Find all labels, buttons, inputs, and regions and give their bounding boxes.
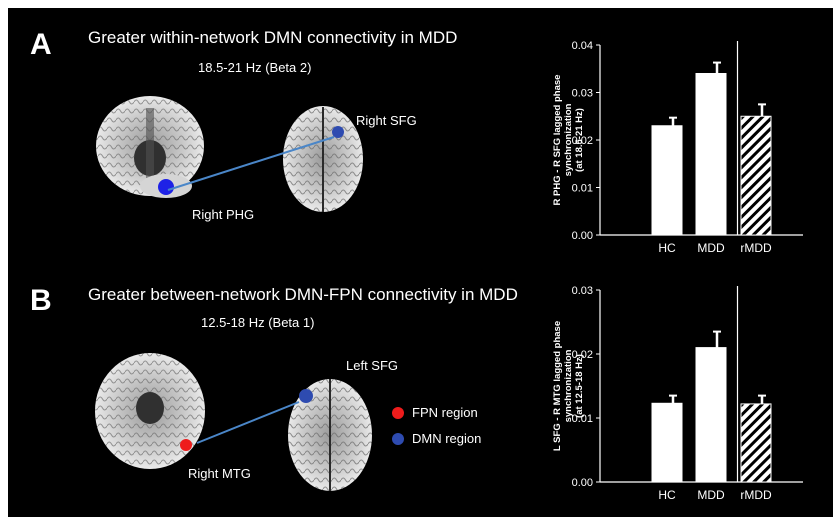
y-axis-label-line: R PHG - R SFG lagged phase	[552, 75, 563, 206]
y-tick-label: 0.03	[572, 285, 593, 297]
x-tick-label: HC	[658, 241, 676, 255]
bar-rmdd	[740, 403, 772, 483]
label-right-sfg: Right SFG	[356, 113, 417, 128]
figure: A Greater within-network DMN connectivit…	[8, 8, 833, 517]
right-mtg-fpn-dot	[180, 439, 192, 451]
y-tick-label: 0.04	[572, 40, 593, 52]
fpn-dot-icon	[392, 406, 404, 419]
bar-charts: 0.00 0.01 0.02 0.03 0.04 HC MDD rMDD R PHG - R S…	[552, 40, 803, 502]
y-axis-label-line: (at 18.5-21 Hz)	[574, 108, 585, 172]
y-axis-label-line: synchronization	[563, 349, 574, 422]
axial-brain-image-b-right	[288, 379, 372, 491]
y-axis-label: L SFG - R MTG lagged phasesynchronizatio…	[552, 321, 585, 451]
left-sfg-dmn-dot	[299, 389, 313, 403]
y-tick-label: 0.02	[572, 349, 593, 361]
label-right-phg: Right PHG	[192, 207, 255, 222]
label-right-mtg: Right MTG	[188, 466, 251, 481]
panel-a-band: 18.5-21 Hz (Beta 2)	[198, 60, 312, 75]
dmn-dot-icon	[392, 432, 404, 445]
y-axis-label-line: L SFG - R MTG lagged phase	[552, 321, 563, 451]
legend-fpn: FPN region	[392, 405, 478, 420]
legend-fpn-label: FPN region	[412, 405, 478, 420]
connection-line-b	[196, 401, 300, 444]
bar-chart-a: 0.00 0.01 0.02 0.03 0.04 HC MDD rMDD R PHG - R S…	[552, 40, 803, 255]
y-tick-label: 0.02	[572, 135, 593, 147]
legend-dmn-label: DMN region	[412, 431, 482, 446]
panel-b-band: 12.5-18 Hz (Beta 1)	[201, 315, 315, 330]
panel-a-title: Greater within-network DMN connectivity …	[88, 28, 458, 47]
bar-hc	[651, 402, 683, 483]
y-tick-label: 0.01	[572, 413, 593, 425]
y-tick-label: 0.00	[572, 477, 593, 489]
bar-mdd	[695, 347, 727, 483]
x-tick-label: HC	[658, 488, 676, 502]
right-sfg-dmn-dot	[332, 126, 344, 138]
bar-hc	[651, 125, 683, 236]
y-tick-label: 0.03	[572, 88, 593, 100]
panel-a-letter: A	[30, 28, 52, 61]
axial-brain-image-b-left	[95, 353, 205, 469]
label-left-sfg: Left SFG	[346, 358, 399, 373]
x-tick-label: rMDD	[740, 488, 772, 502]
coronal-brain-image	[96, 96, 204, 198]
right-phg-dmn-dot	[158, 179, 174, 195]
bar-rmdd	[740, 115, 772, 236]
bar-mdd	[695, 73, 727, 236]
panel-b-title: Greater between-network DMN-FPN connecti…	[88, 285, 518, 304]
bar-chart-b: 0.00 0.01 0.02 0.03 HC MDD rMDD L SFG - R MTG l…	[552, 285, 803, 502]
legend-dmn: DMN region	[392, 431, 481, 446]
brain-illustrations	[95, 96, 372, 491]
panel-b-letter: B	[30, 284, 52, 317]
y-axis-label-line: synchronization	[563, 103, 574, 176]
y-axis-label-line: (at 12.5-18 Hz)	[574, 354, 585, 418]
y-tick-label: 0.01	[572, 183, 593, 195]
y-tick-label: 0.00	[572, 230, 593, 242]
connection-line-a	[167, 136, 335, 191]
x-tick-label: MDD	[697, 241, 725, 255]
x-tick-label: MDD	[697, 488, 725, 502]
y-axis-label: R PHG - R SFG lagged phasesynchronizatio…	[552, 75, 585, 206]
x-tick-label: rMDD	[740, 241, 772, 255]
